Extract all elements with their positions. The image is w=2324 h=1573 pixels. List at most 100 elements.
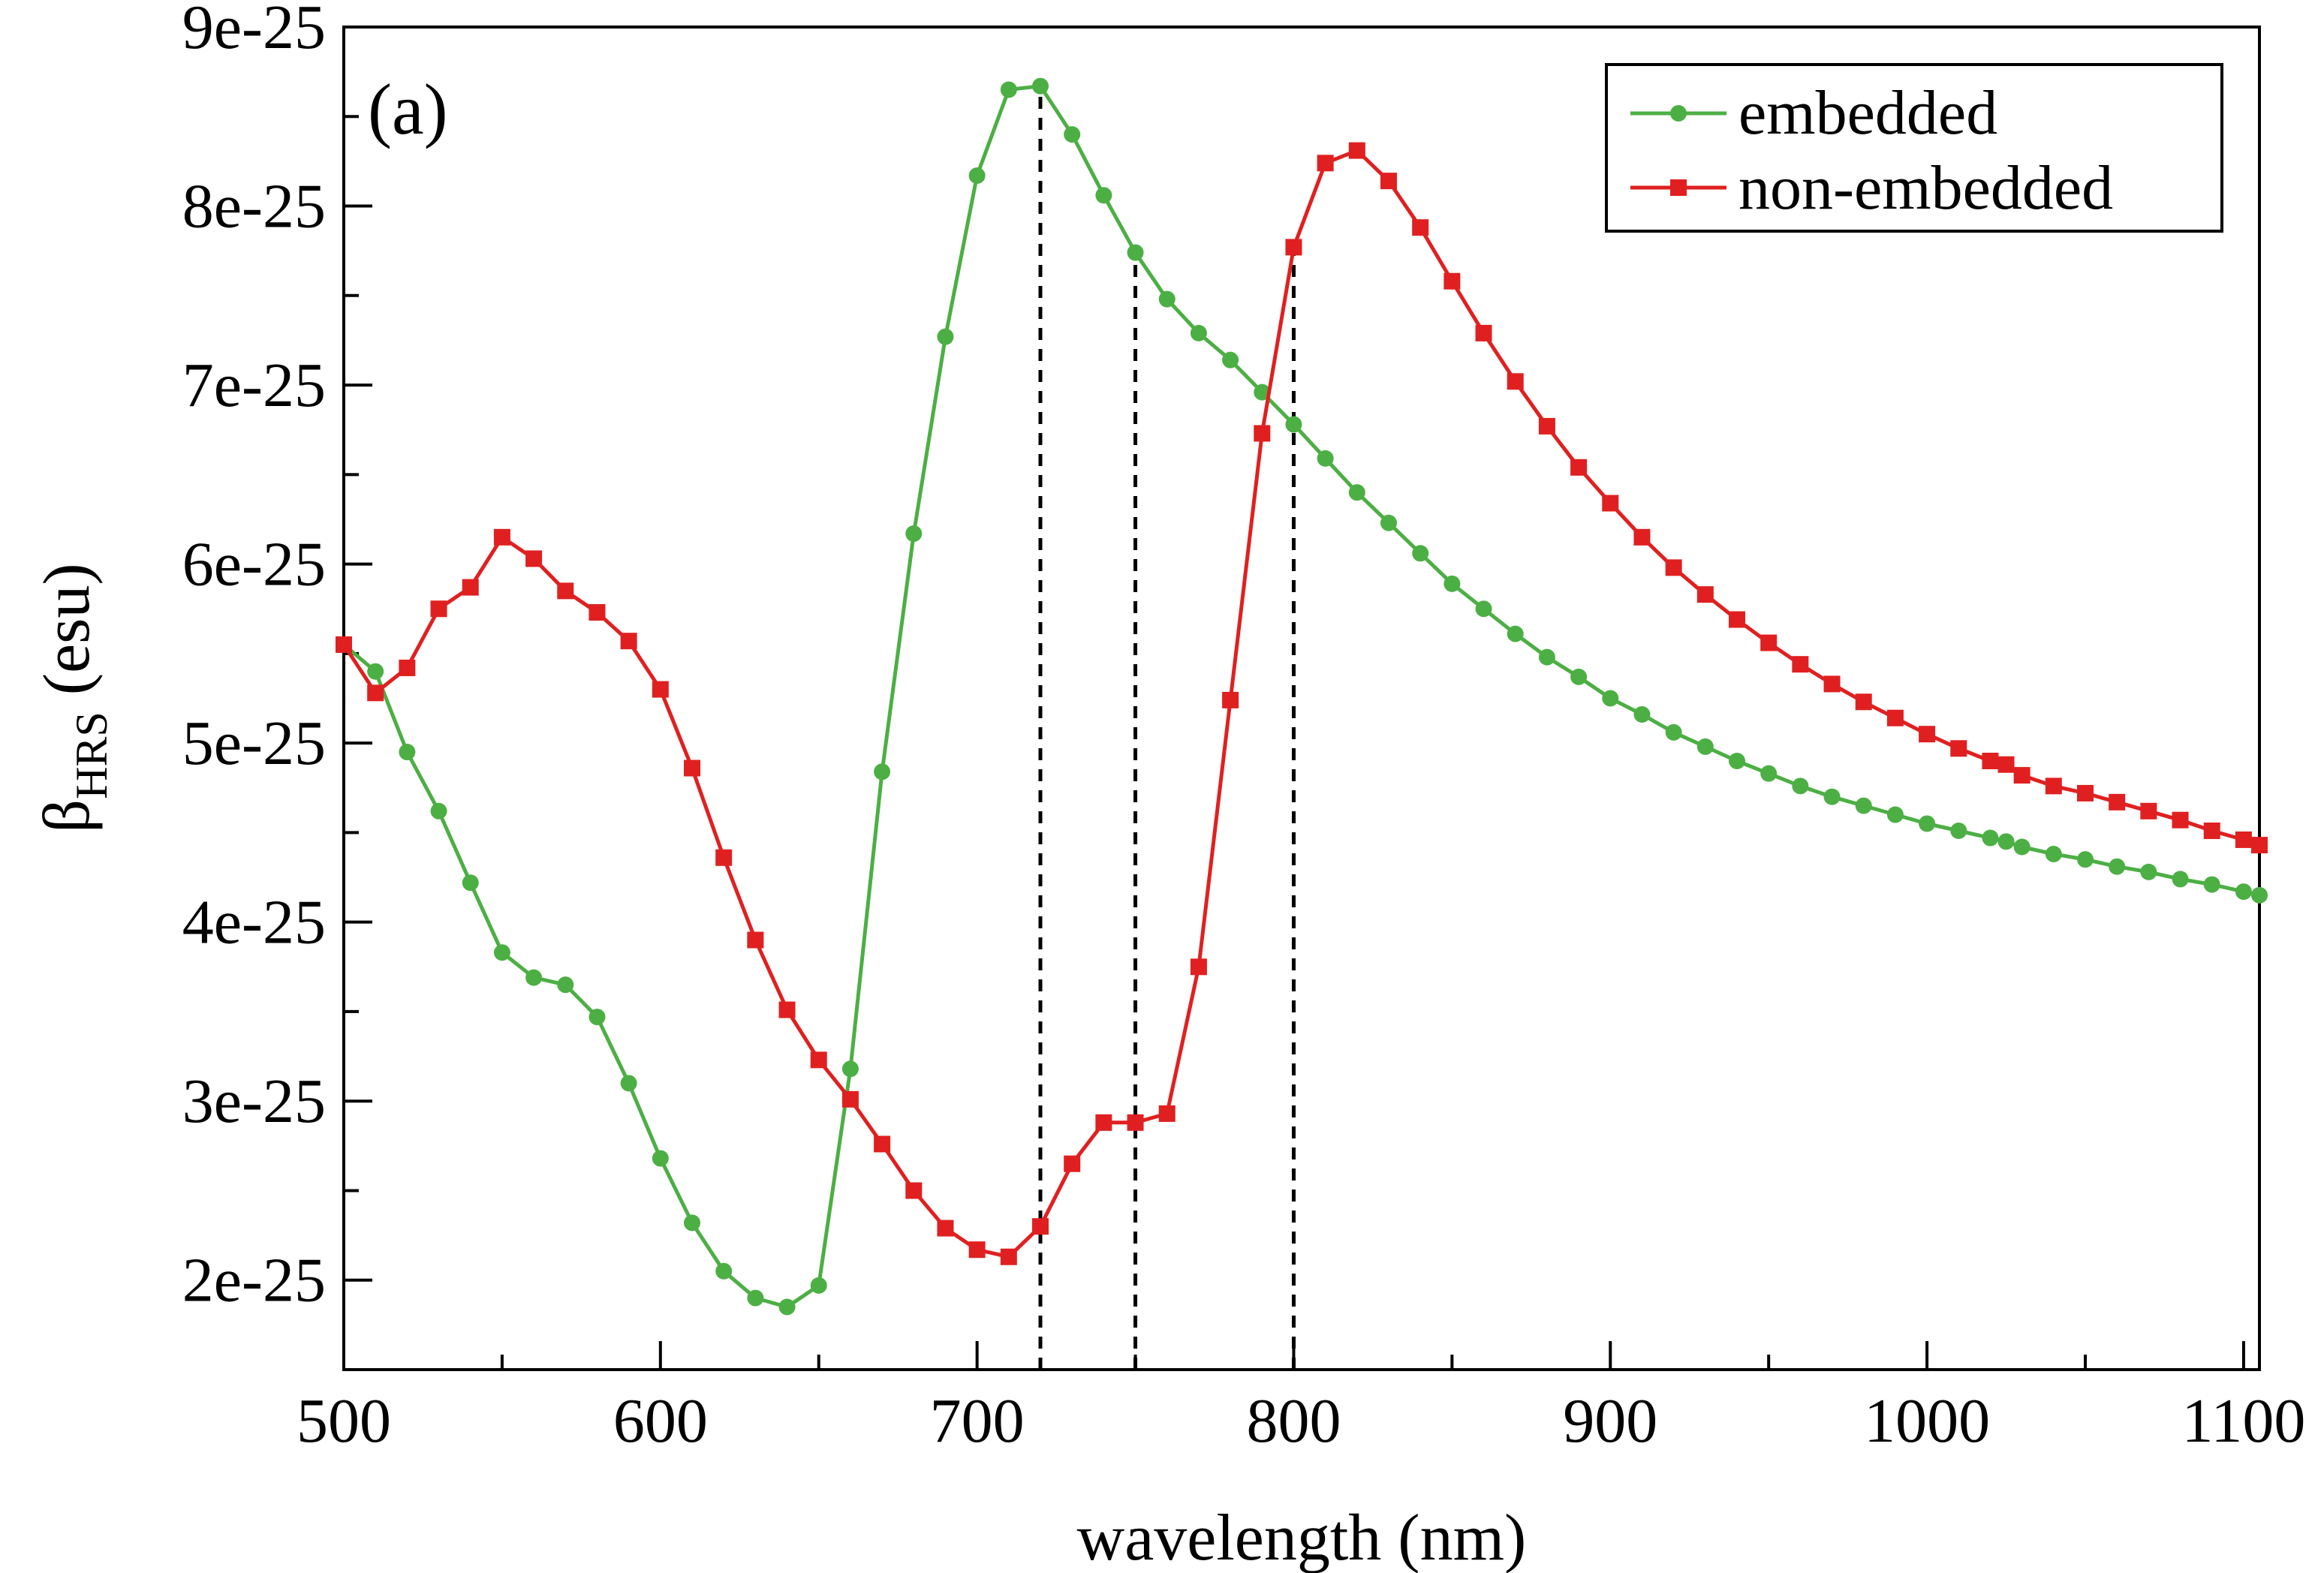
data-point <box>747 1289 764 1307</box>
data-point <box>1760 634 1778 651</box>
y-tick-label: 9e-25 <box>182 0 326 62</box>
y-axis-unit-spacer <box>31 695 104 711</box>
data-point <box>1475 324 1492 341</box>
data-point <box>589 604 606 621</box>
data-point <box>684 1214 700 1232</box>
data-point <box>1919 726 1936 743</box>
x-tick-labels: 500 600 700 800 900 1000 1100 <box>297 1386 2305 1456</box>
data-point <box>1412 545 1429 562</box>
data-point <box>841 1090 859 1108</box>
data-point <box>1997 833 2015 850</box>
data-point <box>715 849 733 866</box>
data-point <box>430 802 447 820</box>
series-layer <box>336 77 2268 1316</box>
legend-box <box>1605 63 2223 233</box>
data-point <box>905 525 923 543</box>
data-point <box>874 763 891 780</box>
data-point <box>557 976 574 994</box>
data-point <box>1507 373 1524 390</box>
data-point <box>2251 837 2268 854</box>
data-point <box>1792 777 1809 795</box>
y-tick-label: 3e-25 <box>182 1066 326 1136</box>
data-point <box>1792 656 1809 673</box>
data-point <box>1032 77 1049 95</box>
data-point <box>937 328 954 345</box>
y-axis-title: βHRS (esu) <box>31 563 116 832</box>
data-point <box>1538 648 1555 666</box>
data-point <box>652 681 669 698</box>
data-point <box>1443 272 1461 290</box>
data-point <box>2109 858 2126 875</box>
data-point <box>1348 484 1365 501</box>
x-tick-label: 600 <box>613 1386 708 1456</box>
data-point <box>1032 1218 1049 1235</box>
data-point <box>1633 705 1651 723</box>
data-point <box>810 1051 827 1069</box>
data-point <box>462 579 479 596</box>
y-tick-label: 4e-25 <box>182 888 326 958</box>
data-point <box>968 1241 986 1259</box>
data-point <box>1190 958 1207 976</box>
y-axis-symbol: β <box>31 799 104 833</box>
data-point <box>1443 575 1461 592</box>
data-point <box>2140 802 2157 820</box>
data-point <box>2235 883 2252 901</box>
data-point <box>430 600 447 618</box>
axis-ticks <box>342 26 2245 1371</box>
data-point <box>399 659 416 676</box>
data-point <box>2077 851 2094 868</box>
data-point <box>1665 559 1682 576</box>
data-point <box>1158 290 1176 308</box>
y-tick-labels: 2e-25 3e-25 4e-25 5e-25 6e-25 7e-25 8e-25 9e-25 <box>182 0 326 1316</box>
y-tick-label: 2e-25 <box>182 1246 326 1316</box>
data-point <box>2235 831 2252 848</box>
series-line-embedded <box>342 84 2260 1309</box>
x-tick-label: 700 <box>930 1386 1025 1456</box>
data-point <box>1602 495 1619 512</box>
data-point <box>367 684 384 702</box>
data-point <box>1254 425 1271 442</box>
data-point <box>2077 784 2094 802</box>
series-embedded <box>336 77 2268 1316</box>
data-point <box>1696 586 1714 603</box>
data-point <box>462 874 479 892</box>
data-point <box>778 1001 796 1018</box>
data-point <box>1380 173 1397 190</box>
data-point <box>937 1220 954 1237</box>
data-point <box>1000 1248 1017 1265</box>
data-point <box>1348 142 1365 159</box>
x-tick-label: 500 <box>297 1386 391 1456</box>
y-tick-label: 7e-25 <box>182 350 326 420</box>
data-point <box>1380 514 1397 531</box>
data-point <box>1190 324 1207 341</box>
data-point <box>1095 1114 1112 1131</box>
data-point <box>367 663 384 680</box>
data-point <box>1570 668 1588 685</box>
y-axis-subscript: HRS <box>67 711 116 799</box>
x-axis-title: wavelength (nm) <box>1077 1502 1527 1573</box>
legend-marker-non-embedded <box>1670 179 1687 196</box>
data-point <box>715 1262 733 1280</box>
data-point <box>2045 777 2062 795</box>
x-tick-label: 800 <box>1246 1386 1341 1456</box>
data-point <box>557 582 574 600</box>
data-point <box>2203 876 2220 893</box>
data-point <box>1127 1114 1144 1131</box>
data-point <box>2013 838 2030 856</box>
reference-lines <box>1038 86 1296 1370</box>
legend: embedded non-embedded <box>1605 63 2223 233</box>
data-point <box>1950 823 1967 840</box>
data-point <box>1507 625 1524 642</box>
data-point <box>1317 450 1334 467</box>
data-point <box>1729 752 1745 769</box>
data-point <box>1095 187 1112 204</box>
data-point <box>1222 351 1239 368</box>
data-point <box>652 1150 669 1167</box>
data-point <box>1158 1105 1176 1122</box>
data-point <box>841 1060 859 1078</box>
data-point <box>620 633 637 650</box>
data-point <box>810 1277 827 1294</box>
data-point <box>874 1135 891 1153</box>
data-point <box>399 744 416 761</box>
data-point <box>336 636 352 653</box>
